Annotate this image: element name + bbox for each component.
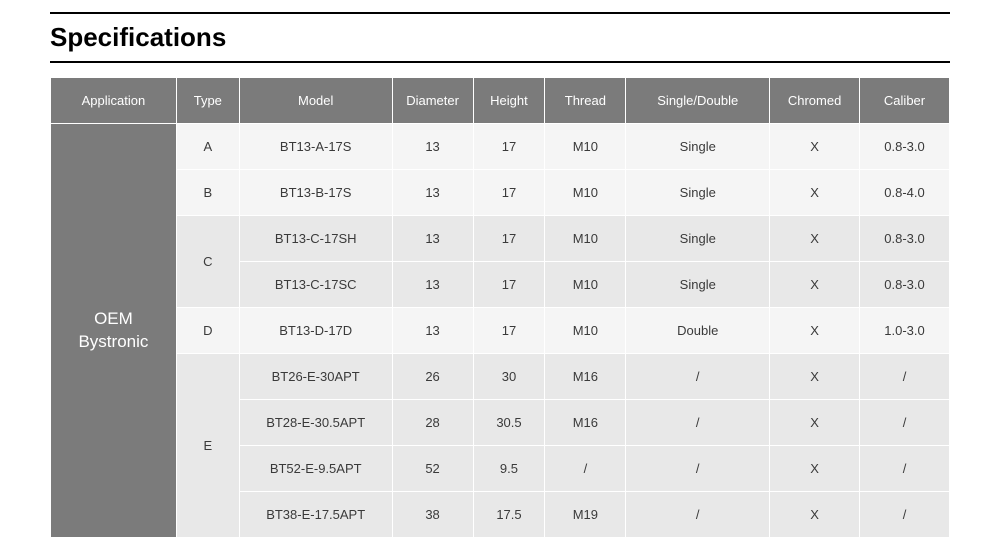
diameter-cell: 13 bbox=[392, 170, 473, 216]
diameter-cell: 13 bbox=[392, 216, 473, 262]
diameter-cell: 13 bbox=[392, 308, 473, 354]
chromed-cell: X bbox=[770, 492, 860, 538]
col-chromed: Chromed bbox=[770, 78, 860, 124]
table-row: B BT13-B-17S 13 17 M10 Single X 0.8-4.0 bbox=[51, 170, 950, 216]
height-cell: 17 bbox=[473, 124, 545, 170]
spec-container: Specifications Application Type Model Di… bbox=[0, 0, 1000, 558]
model-cell: BT52-E-9.5APT bbox=[239, 446, 392, 492]
model-cell: BT13-A-17S bbox=[239, 124, 392, 170]
height-cell: 30 bbox=[473, 354, 545, 400]
chromed-cell: X bbox=[770, 262, 860, 308]
model-cell: BT13-D-17D bbox=[239, 308, 392, 354]
thread-cell: M10 bbox=[545, 308, 626, 354]
sd-cell: / bbox=[626, 400, 770, 446]
thread-cell: M19 bbox=[545, 492, 626, 538]
model-cell: BT13-C-17SC bbox=[239, 262, 392, 308]
diameter-cell: 13 bbox=[392, 262, 473, 308]
diameter-cell: 38 bbox=[392, 492, 473, 538]
type-cell: C bbox=[176, 216, 239, 308]
caliber-cell: / bbox=[860, 492, 950, 538]
chromed-cell: X bbox=[770, 400, 860, 446]
col-model: Model bbox=[239, 78, 392, 124]
caliber-cell: 0.8-3.0 bbox=[860, 124, 950, 170]
table-row: C BT13-C-17SH 13 17 M10 Single X 0.8-3.0 bbox=[51, 216, 950, 262]
section-title: Specifications bbox=[50, 20, 950, 61]
type-cell: D bbox=[176, 308, 239, 354]
height-cell: 17 bbox=[473, 216, 545, 262]
caliber-cell: 0.8-3.0 bbox=[860, 216, 950, 262]
rule-top bbox=[50, 12, 950, 14]
col-thread: Thread bbox=[545, 78, 626, 124]
height-cell: 9.5 bbox=[473, 446, 545, 492]
thread-cell: / bbox=[545, 446, 626, 492]
caliber-cell: 0.8-3.0 bbox=[860, 262, 950, 308]
application-line1: OEM bbox=[94, 309, 133, 328]
chromed-cell: X bbox=[770, 124, 860, 170]
col-application: Application bbox=[51, 78, 177, 124]
diameter-cell: 26 bbox=[392, 354, 473, 400]
col-single-double: Single/Double bbox=[626, 78, 770, 124]
col-diameter: Diameter bbox=[392, 78, 473, 124]
thread-cell: M16 bbox=[545, 400, 626, 446]
thread-cell: M10 bbox=[545, 170, 626, 216]
type-cell: A bbox=[176, 124, 239, 170]
diameter-cell: 28 bbox=[392, 400, 473, 446]
sd-cell: Double bbox=[626, 308, 770, 354]
model-cell: BT26-E-30APT bbox=[239, 354, 392, 400]
height-cell: 17.5 bbox=[473, 492, 545, 538]
height-cell: 17 bbox=[473, 170, 545, 216]
sd-cell: Single bbox=[626, 216, 770, 262]
thread-cell: M10 bbox=[545, 124, 626, 170]
model-cell: BT13-B-17S bbox=[239, 170, 392, 216]
sd-cell: / bbox=[626, 492, 770, 538]
thread-cell: M10 bbox=[545, 262, 626, 308]
chromed-cell: X bbox=[770, 170, 860, 216]
sd-cell: / bbox=[626, 446, 770, 492]
chromed-cell: X bbox=[770, 216, 860, 262]
height-cell: 17 bbox=[473, 308, 545, 354]
header-row: Application Type Model Diameter Height T… bbox=[51, 78, 950, 124]
chromed-cell: X bbox=[770, 446, 860, 492]
diameter-cell: 13 bbox=[392, 124, 473, 170]
sd-cell: / bbox=[626, 354, 770, 400]
spec-table: Application Type Model Diameter Height T… bbox=[50, 77, 950, 538]
thread-cell: M10 bbox=[545, 216, 626, 262]
table-row: OEM Bystronic A BT13-A-17S 13 17 M10 Sin… bbox=[51, 124, 950, 170]
thread-cell: M16 bbox=[545, 354, 626, 400]
sd-cell: Single bbox=[626, 124, 770, 170]
model-cell: BT38-E-17.5APT bbox=[239, 492, 392, 538]
diameter-cell: 52 bbox=[392, 446, 473, 492]
type-cell: E bbox=[176, 354, 239, 538]
application-cell: OEM Bystronic bbox=[51, 124, 177, 538]
table-row: E BT26-E-30APT 26 30 M16 / X / bbox=[51, 354, 950, 400]
type-cell: B bbox=[176, 170, 239, 216]
height-cell: 17 bbox=[473, 262, 545, 308]
caliber-cell: / bbox=[860, 446, 950, 492]
caliber-cell: / bbox=[860, 400, 950, 446]
chromed-cell: X bbox=[770, 354, 860, 400]
caliber-cell: 0.8-4.0 bbox=[860, 170, 950, 216]
col-height: Height bbox=[473, 78, 545, 124]
rule-under-title bbox=[50, 61, 950, 63]
sd-cell: Single bbox=[626, 170, 770, 216]
chromed-cell: X bbox=[770, 308, 860, 354]
col-caliber: Caliber bbox=[860, 78, 950, 124]
height-cell: 30.5 bbox=[473, 400, 545, 446]
sd-cell: Single bbox=[626, 262, 770, 308]
table-row: D BT13-D-17D 13 17 M10 Double X 1.0-3.0 bbox=[51, 308, 950, 354]
application-line2: Bystronic bbox=[78, 332, 148, 351]
caliber-cell: 1.0-3.0 bbox=[860, 308, 950, 354]
col-type: Type bbox=[176, 78, 239, 124]
caliber-cell: / bbox=[860, 354, 950, 400]
model-cell: BT13-C-17SH bbox=[239, 216, 392, 262]
model-cell: BT28-E-30.5APT bbox=[239, 400, 392, 446]
